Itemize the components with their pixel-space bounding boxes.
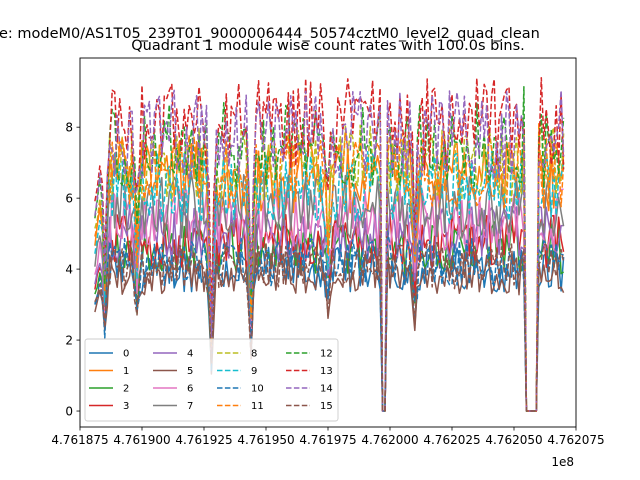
series-line-8 <box>94 122 565 412</box>
x-tick-label: 4.762050 <box>485 433 542 447</box>
legend-label-9: 9 <box>251 366 257 377</box>
legend-label-1: 1 <box>123 366 129 377</box>
legend-label-7: 7 <box>187 401 193 412</box>
figure-suptitle: n file: modeM0/AS1T05_239T01_9000006444_… <box>0 26 540 42</box>
x-axis: 4.761875 4.761900 4.761925 4.761950 4.761975… <box>51 427 605 447</box>
legend-label-2: 2 <box>123 384 129 395</box>
legend-label-4: 4 <box>187 349 193 360</box>
legend-label-5: 5 <box>187 366 193 377</box>
x-tick-label: 4.761950 <box>237 433 294 447</box>
x-axis-offset-label: 1e8 <box>551 455 574 469</box>
series-layer <box>94 76 565 412</box>
series-line-12 <box>94 86 565 412</box>
legend-label-15: 15 <box>320 401 333 412</box>
series-line-10 <box>94 230 564 412</box>
legend-label-6: 6 <box>187 384 193 395</box>
legend-label-8: 8 <box>251 349 257 360</box>
chart-title: Quadrant 1 module wise count rates with … <box>131 38 525 54</box>
x-tick-label: 4.762000 <box>361 433 418 447</box>
x-tick-label: 4.762025 <box>423 433 480 447</box>
series-line-6 <box>94 188 564 412</box>
series-line-4 <box>94 188 564 412</box>
y-tick-label: 8 <box>65 120 73 134</box>
legend-label-14: 14 <box>320 384 333 395</box>
series-line-13 <box>94 76 565 412</box>
x-tick-label: 4.761975 <box>299 433 356 447</box>
legend-label-11: 11 <box>251 401 264 412</box>
legend-label-3: 3 <box>123 401 129 412</box>
series-line-15 <box>94 235 565 412</box>
x-tick-label: 4.762075 <box>547 433 604 447</box>
y-axis: 0 2 4 6 8 <box>65 120 80 418</box>
legend-label-0: 0 <box>123 349 129 360</box>
y-tick-label: 4 <box>65 262 73 276</box>
legend-label-13: 13 <box>320 366 333 377</box>
y-tick-label: 0 <box>65 404 73 418</box>
series-line-11 <box>94 122 565 412</box>
y-tick-label: 6 <box>65 191 73 205</box>
legend-label-12: 12 <box>320 349 333 360</box>
legend-box <box>84 338 339 422</box>
y-tick-label: 2 <box>65 333 73 347</box>
x-tick-label: 4.761875 <box>51 433 108 447</box>
legend-label-10: 10 <box>251 384 264 395</box>
series-line-14 <box>94 89 565 412</box>
x-tick-label: 4.761900 <box>113 433 170 447</box>
x-tick-label: 4.761925 <box>175 433 232 447</box>
